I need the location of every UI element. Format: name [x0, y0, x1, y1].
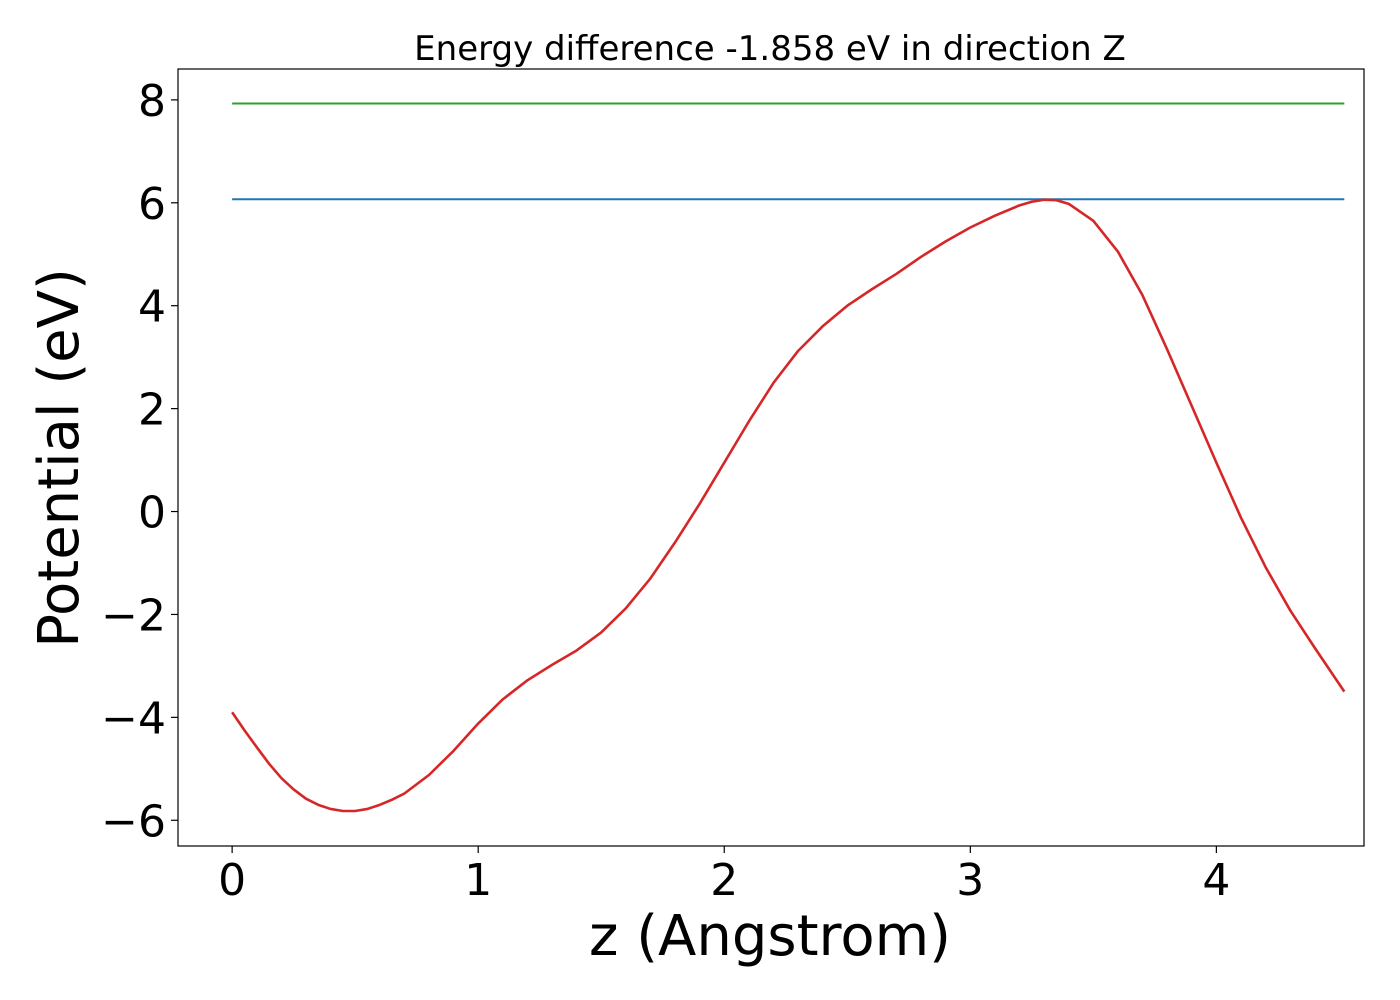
y-tick-label: 2 — [138, 385, 166, 436]
x-tick-label: 4 — [1202, 855, 1230, 906]
chart-title: Energy difference -1.858 eV in direction… — [414, 29, 1126, 69]
y-tick-label: −6 — [101, 796, 166, 847]
y-tick-label: −2 — [101, 590, 166, 641]
y-tick-label: 0 — [138, 488, 166, 539]
plot-area-frame — [177, 68, 1365, 847]
x-tick-label: 0 — [218, 855, 246, 906]
x-axis: 0 1 2 3 4 — [218, 846, 1230, 906]
y-axis-label: Potential (eV) — [27, 268, 92, 648]
x-tick-label: 3 — [956, 855, 984, 906]
series-layer — [231, 102, 1346, 813]
y-tick-label: 6 — [138, 179, 166, 230]
x-axis-label: z (Angstrom) — [589, 904, 951, 969]
series-line-3 — [231, 198, 1346, 813]
y-tick-label: −4 — [101, 693, 166, 744]
x-tick-label: 1 — [464, 855, 492, 906]
y-tick-label: 8 — [138, 76, 166, 127]
y-axis: −6 −4 −2 0 2 4 6 8 — [101, 76, 178, 847]
x-tick-label: 2 — [710, 855, 738, 906]
y-tick-label: 4 — [138, 282, 166, 333]
